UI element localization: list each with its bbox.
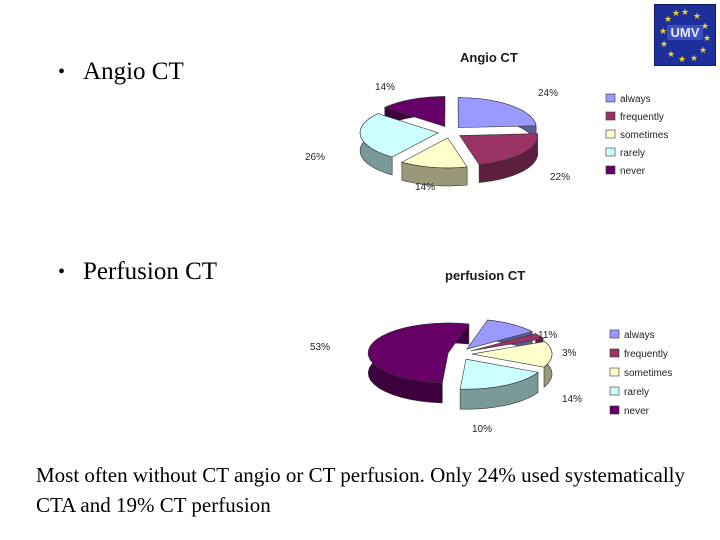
data-label-rarely: 26% — [305, 152, 325, 163]
legend-label-frequently: frequently — [624, 349, 668, 360]
pie-slice-always — [466, 319, 533, 350]
legend-swatch-always — [605, 93, 616, 103]
legend-label-sometimes: sometimes — [620, 130, 668, 141]
legend-label-rarely: rarely — [624, 387, 649, 398]
legend-swatch-always — [609, 329, 620, 339]
bullet-text: Perfusion CT — [83, 258, 218, 285]
legend-label-never: never — [620, 166, 646, 177]
bullet-angio-ct: • Angio CT — [58, 58, 184, 86]
data-label-always: 11% — [538, 330, 557, 341]
chart-title-perfusion: perfusion CT — [445, 268, 526, 283]
legend-label-never: never — [624, 406, 650, 417]
pie-chart-angio: 24% 22% 14% 26% 14% always frequently sometimes… — [305, 82, 668, 193]
legend-swatch-rarely — [605, 147, 616, 157]
data-label-never: 53% — [310, 342, 330, 353]
data-label-frequently: 3% — [562, 348, 577, 359]
legend-swatch-never — [605, 165, 616, 175]
legend-swatch-frequently — [609, 348, 620, 358]
bullet-dot-icon: • — [58, 60, 66, 83]
slide-caption: Most often without CT angio or CT perfus… — [36, 463, 685, 517]
legend-label-frequently: frequently — [620, 112, 664, 123]
legend-label-always: always — [624, 330, 655, 341]
legend-swatch-sometimes — [609, 367, 620, 377]
pie-slice-rarely — [459, 358, 539, 390]
bullet-perfusion-ct: • Perfusion CT — [58, 258, 217, 286]
logo-text: UMV — [667, 25, 703, 40]
pie-slice-frequently — [459, 133, 538, 165]
legend-label-sometimes: sometimes — [624, 368, 672, 379]
bullet-text: Angio CT — [83, 58, 184, 85]
pie-slice-rarely — [359, 113, 439, 158]
data-label-always: 24% — [538, 88, 558, 99]
pie-slice-always — [457, 97, 537, 128]
data-label-sometimes: 14% — [562, 394, 582, 405]
pie-slice-frequently — [470, 333, 544, 352]
data-label-never: 14% — [375, 82, 395, 93]
bullet-dot-icon: • — [58, 260, 66, 283]
pie-slice-never — [367, 322, 470, 384]
legend-label-rarely: rarely — [620, 148, 645, 159]
legend-label-always: always — [620, 94, 651, 105]
pie-slice-never — [383, 96, 446, 127]
pie-slice-sometimes — [401, 137, 468, 169]
legend-swatch-sometimes — [605, 129, 616, 139]
legend-swatch-never — [609, 405, 620, 415]
university-logo: ★ ★ ★ ★ ★ ★ ★ ★ ★ ★ ★ ★ UMV — [654, 4, 716, 66]
data-label-rarely: 10% — [472, 424, 492, 435]
chart-title-angio: Angio CT — [460, 50, 518, 65]
data-label-sometimes: 14% — [415, 182, 435, 193]
pie-slice-sometimes — [471, 341, 553, 368]
legend-swatch-frequently — [605, 111, 616, 121]
data-label-frequently: 22% — [550, 172, 570, 183]
pie-chart-perfusion: 11% 3% 14% 10% 53% always frequently sometimes r… — [310, 319, 672, 435]
legend-swatch-rarely — [609, 386, 620, 396]
